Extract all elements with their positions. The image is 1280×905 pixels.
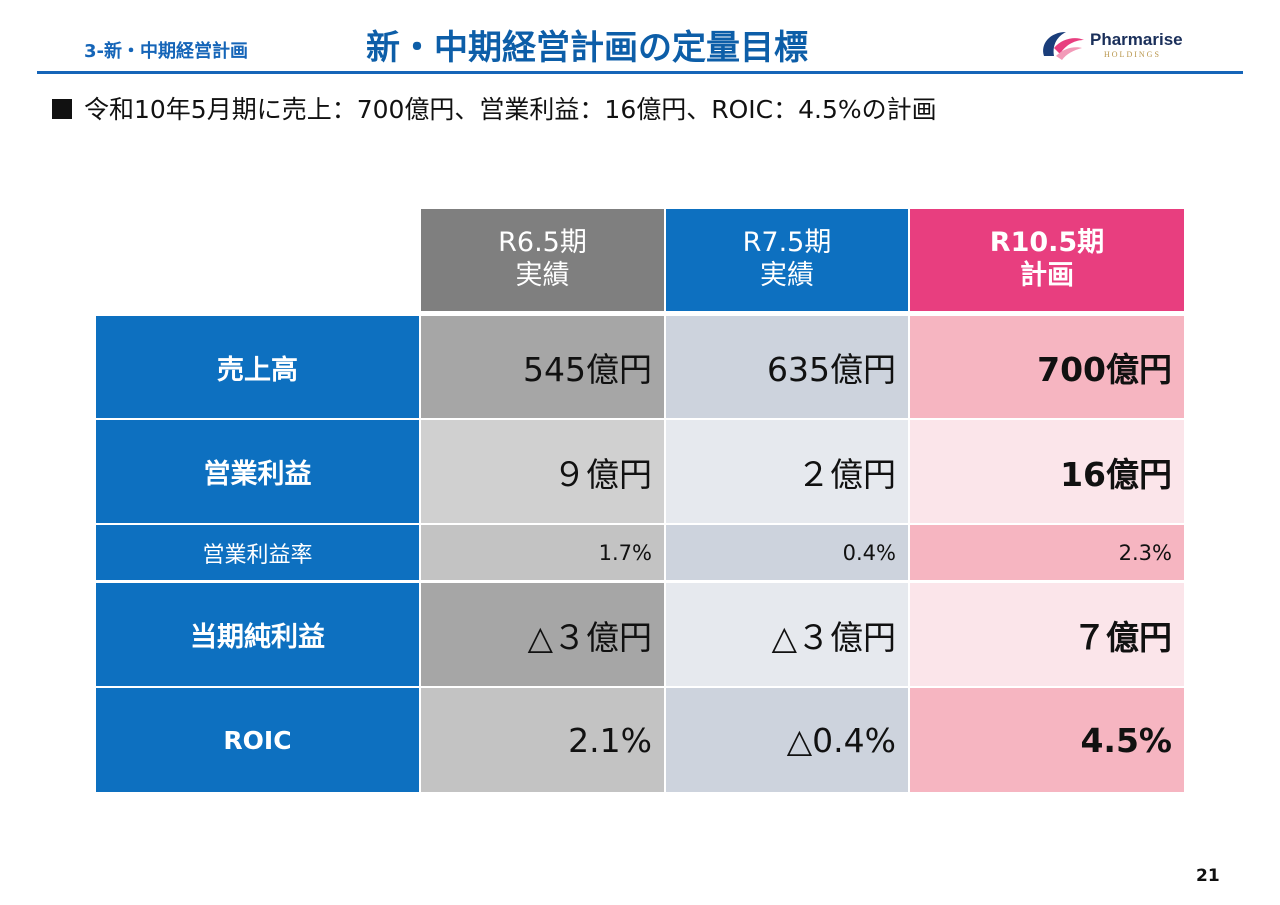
logo-mark-icon [1043, 32, 1084, 60]
bullet-text: 令和10年5月期に売上：700億円、営業利益：16億円、ROIC：4.5%の計画 [84, 95, 937, 124]
column-header-kind: 実績 [760, 260, 814, 291]
table-cell: △３億円 [421, 583, 664, 686]
bullet-square-icon [52, 99, 72, 119]
column-header-period: R6.5期 [498, 227, 587, 259]
table-cell: △0.4% [666, 688, 908, 792]
row-label-operating-margin: 営業利益率 [96, 525, 419, 580]
table-cell: ２億円 [666, 420, 908, 523]
column-header-kind: 実績 [515, 260, 570, 291]
row-label-sales: 売上高 [96, 316, 419, 418]
column-header-r10: R10.5期 計画 [910, 209, 1184, 311]
column-header-period: R10.5期 [989, 227, 1105, 259]
table-cell: 545億円 [421, 316, 664, 418]
column-header-kind: 計画 [1020, 260, 1074, 291]
table-cell: 0.4% [666, 525, 908, 580]
column-header-r6: R6.5期 実績 [421, 209, 664, 311]
table-cell: 1.7% [421, 525, 664, 580]
logo-subtitle: HOLDINGS [1104, 50, 1161, 59]
page-number: 21 [1196, 866, 1220, 886]
column-header-r7: R7.5期 実績 [666, 209, 908, 311]
table-cell: 16億円 [910, 420, 1184, 523]
table-cell: 2.3% [910, 525, 1184, 580]
logo-name: Pharmarise [1090, 30, 1183, 49]
page-title: 新・中期経営計画の定量目標 [366, 28, 808, 68]
column-header-period: R7.5期 [742, 227, 832, 259]
table-cell: 4.5% [910, 688, 1184, 792]
table-cell: 700億円 [910, 316, 1184, 418]
table-cell: △３億円 [666, 583, 908, 686]
table-cell: ７億円 [910, 583, 1184, 686]
table-cell: 2.1% [421, 688, 664, 792]
section-label: 3-新・中期経営計画 [84, 41, 248, 62]
row-label-net-income: 当期純利益 [96, 583, 419, 686]
table-cell: 635億円 [666, 316, 908, 418]
row-label-roic: ROIC [96, 688, 419, 792]
header-rule [37, 71, 1243, 74]
company-logo: Pharmarise HOLDINGS [1036, 24, 1206, 68]
table-cell: ９億円 [421, 420, 664, 523]
bullet-statement: 令和10年5月期に売上：700億円、営業利益：16億円、ROIC：4.5%の計画 [52, 90, 937, 126]
row-label-operating-profit: 営業利益 [96, 420, 419, 523]
